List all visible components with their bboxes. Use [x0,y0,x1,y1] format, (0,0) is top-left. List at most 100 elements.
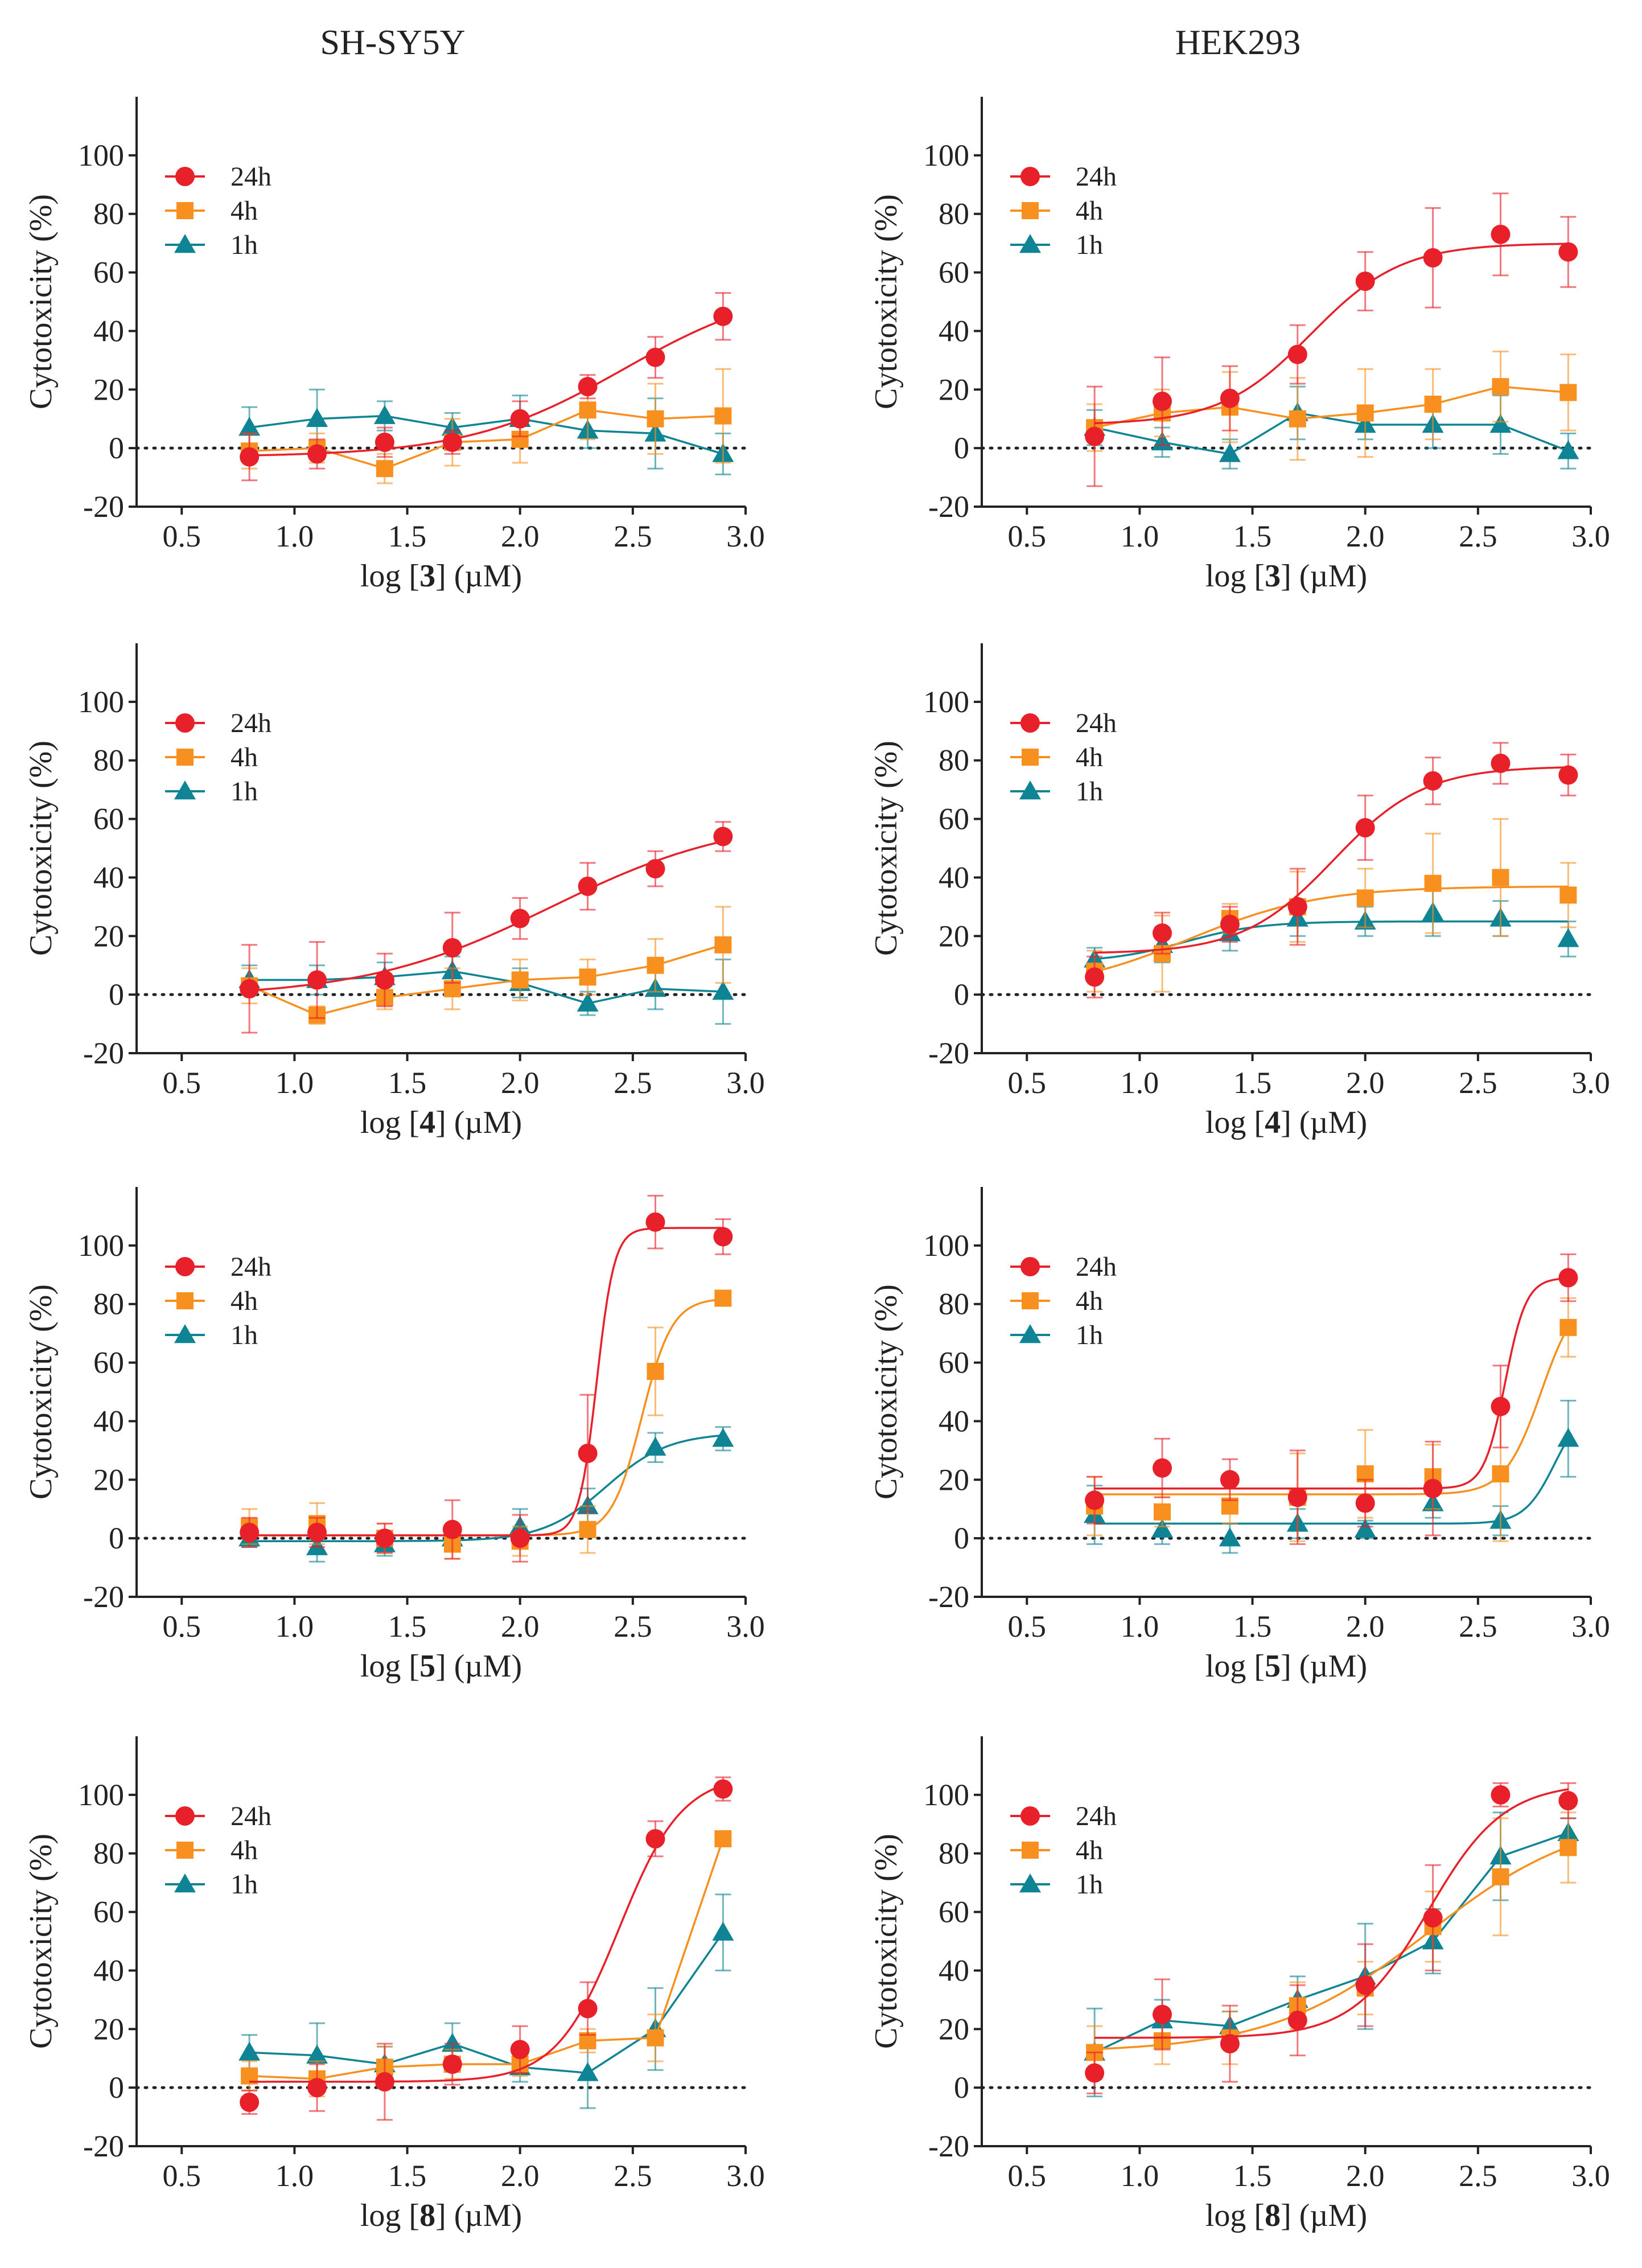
y-tick-label: -20 [83,2129,124,2163]
data-point-24h [1423,771,1443,791]
data-point-24h [442,1519,462,1539]
fit-curve-24h [249,1227,723,1536]
x-tick-label: 2.5 [614,1609,652,1644]
data-point-24h [578,1444,598,1463]
x-tick-label: 3.0 [1571,1066,1610,1100]
y-axis-label: Cytotoxicity (%) [869,1834,904,2049]
y-tick-label: 40 [93,1404,124,1438]
y-tick-label: -20 [928,1036,969,1070]
legend: 24h 4h 1h [165,1801,271,1900]
y-tick-label: 0 [954,1521,969,1555]
legend-marker-24h [175,713,195,733]
legend-marker-1h [1019,780,1041,800]
x-tick-label: 2.0 [1346,519,1385,553]
y-tick-label: 100 [923,1778,969,1812]
x-tick-label: 2.5 [614,519,652,553]
x-tick-label: 2.5 [1459,2159,1497,2193]
series-24h [1085,1782,1578,2094]
legend: 24h 4h 1h [165,1252,271,1350]
x-axis-label-prefix: log [ [1205,558,1265,594]
series-24h [240,1776,733,2121]
data-point-4h [714,407,732,425]
connect-line-4h [249,944,723,1016]
y-tick-label: 100 [923,685,969,719]
data-point-24h [1287,1488,1307,1507]
y-tick-label: 40 [939,1404,969,1438]
data-point-24h [578,377,598,397]
x-tick-label: 2.5 [1459,1609,1497,1644]
y-axis-label: Cytotoxicity (%) [869,741,904,956]
legend-label-4h: 4h [1076,742,1103,773]
legend-label-24h: 24h [1076,162,1117,192]
x-axis-label-suffix: ] (µM) [435,2198,522,2233]
data-point-1h [577,992,599,1012]
data-point-24h [510,2040,530,2060]
y-axis-label: Cytotoxicity (%) [869,194,904,409]
x-tick-label: 1.5 [388,1609,427,1644]
x-tick-label: 1.0 [275,1609,314,1644]
fit-curve-4h [1094,885,1569,973]
data-point-24h [1355,1493,1375,1513]
y-tick-label: 60 [93,802,124,836]
panel-hek293-c8: -20 0 20 40 60 80 100 0.5 1.0 1.5 2.0 2.5 3.0 log [8]… [869,1736,1610,2233]
fit-curve-1h [1094,1438,1569,1525]
data-point-24h [713,1779,733,1799]
legend: 24h 4h 1h [1010,1801,1117,1900]
legend-marker-24h [1020,167,1040,186]
data-point-24h [1220,388,1240,408]
legend-label-1h: 1h [1076,230,1103,260]
data-point-24h [1287,897,1307,917]
data-point-1h [1354,1518,1376,1538]
data-point-4h [579,968,596,986]
data-point-24h [1491,1396,1511,1416]
data-point-24h [1355,272,1375,291]
y-tick-label: 80 [939,1287,969,1321]
series-24h [1085,1253,1578,1545]
legend: 24h 4h 1h [1010,162,1117,260]
y-tick-label: 0 [109,431,124,465]
fit-curve-4h [1094,1326,1569,1495]
data-point-4h [1559,1839,1577,1856]
x-tick-label: 3.0 [726,519,765,553]
y-tick-label: 40 [939,1953,969,1987]
data-point-24h [578,876,598,896]
y-tick-label: 80 [93,743,124,778]
data-point-24h [1355,1975,1375,1995]
y-tick-label: 20 [93,919,124,953]
x-tick-label: 1.0 [1121,1609,1159,1644]
y-tick-label: 0 [109,977,124,1012]
data-point-4h [714,1830,732,1847]
legend-label-4h: 4h [231,196,258,226]
fit-curve-24h [1094,243,1569,425]
data-point-4h [714,1289,732,1307]
legend-label-24h: 24h [1076,1801,1117,1831]
data-point-24h [645,859,665,878]
legend-label-24h: 24h [231,1801,271,1831]
data-point-24h [645,347,665,367]
x-axis-label-compound: 5 [1265,1649,1281,1684]
fit-curve-24h [249,840,723,992]
data-point-24h [1423,1908,1443,1928]
legend-marker-1h [1019,234,1041,253]
x-tick-label: 0.5 [1008,1609,1047,1644]
data-point-4h [647,410,664,428]
x-axis-label: log [8] (µM) [360,2198,522,2233]
data-point-24h [442,938,462,958]
data-point-24h [510,1529,530,1548]
data-point-1h [712,981,734,1000]
y-tick-label: 80 [939,743,969,778]
y-tick-label: 20 [939,2012,969,2046]
y-tick-label: 20 [939,372,969,406]
y-tick-label: -20 [928,2129,969,2163]
legend-label-1h: 1h [1076,776,1103,807]
fit-curve-24h [1094,766,1569,954]
legend: 24h 4h 1h [1010,1252,1117,1350]
x-tick-label: 3.0 [726,1609,765,1644]
y-tick-label: 100 [923,138,969,172]
data-point-1h [1557,1428,1579,1447]
data-point-4h [1559,886,1577,904]
data-point-24h [1558,242,1578,262]
legend-label-24h: 24h [1076,708,1117,738]
x-axis-label-compound: 3 [419,558,435,594]
